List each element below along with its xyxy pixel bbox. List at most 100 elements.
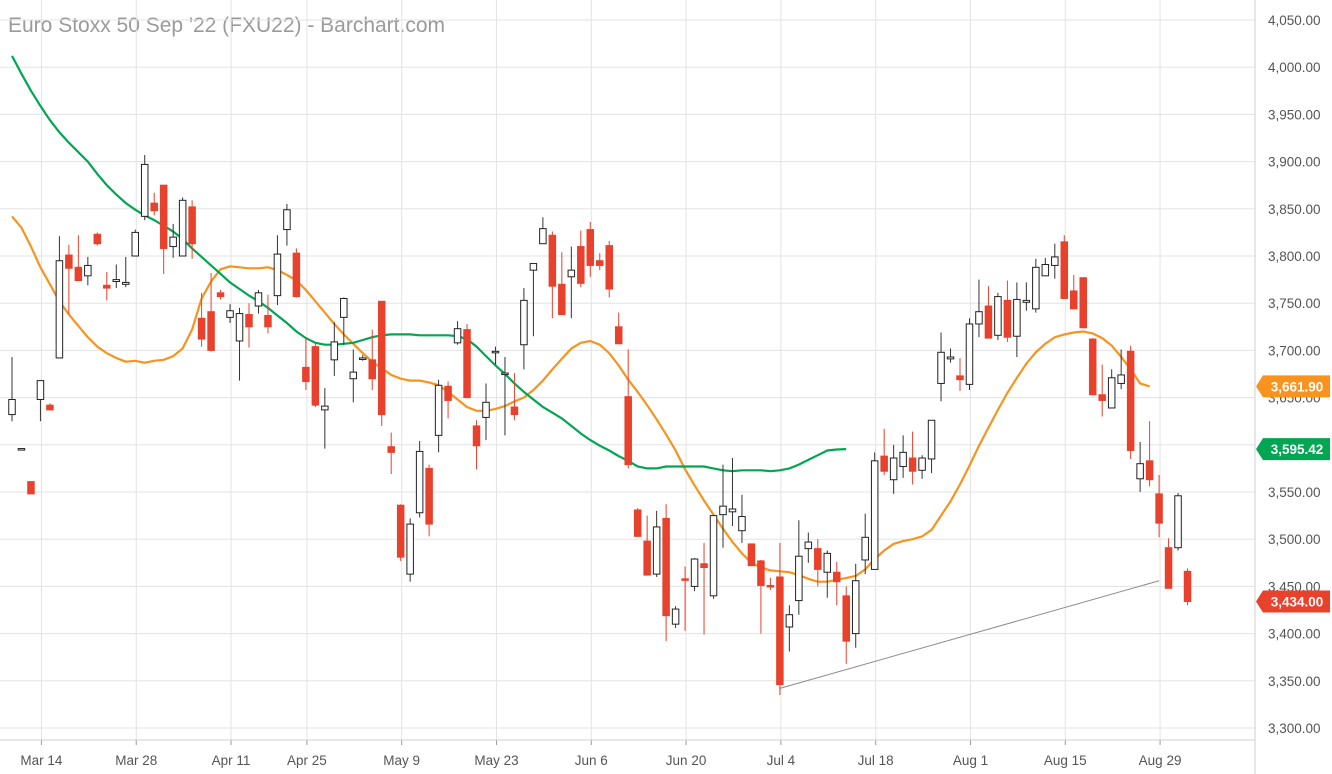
price-tag-shape [1256,375,1330,398]
candle-body [1164,547,1173,589]
x-tick-label: Aug 1 [953,753,988,768]
x-tick-label: Mar 14 [20,753,63,768]
candle-body [178,199,187,257]
candle-body [321,405,329,411]
candle-body [245,314,253,328]
candle-body [131,231,139,257]
y-tick-label: 3,400.00 [1268,627,1321,642]
candle-body [918,457,926,471]
candle-body [93,233,102,245]
candle-body [1098,394,1106,401]
candle-body [8,398,16,416]
candle-body [65,254,73,269]
price-tag-shape [1256,590,1330,613]
candle-body [482,401,490,418]
candle-body [112,279,121,282]
candle-body [84,264,92,277]
x-tick-label: May 23 [474,753,518,768]
candle-body [150,202,158,212]
candle-body [510,406,519,416]
x-tick-label: Apr 25 [287,753,327,768]
candle-body [444,385,452,401]
candle-body [946,356,955,360]
candle-body [1136,463,1144,480]
price-tag: 3,434.00 [1256,590,1330,613]
candle-body [197,317,206,340]
candle-body [1126,350,1135,451]
price-tag: 3,595.42 [1256,438,1330,461]
candle-body [766,584,775,588]
candle-body [880,455,888,472]
candle-body [359,357,367,360]
candle-body [596,260,604,266]
candle-body [984,305,993,339]
candle-body [700,563,708,569]
candle-body [539,228,547,245]
candle-body [785,614,794,628]
candle-body [349,371,358,380]
candle-body [1060,241,1069,299]
candle-body [681,578,689,581]
candle-body [757,560,765,586]
candle-body [577,246,585,284]
candle-body [558,283,566,316]
candle-body [652,526,661,575]
candle-body [292,252,301,298]
candle-body [927,419,936,460]
candle-body [776,576,784,686]
candle-body [633,509,642,537]
candle-body [226,310,234,318]
y-tick-label: 3,800.00 [1268,249,1321,264]
candle-body [311,346,320,406]
candle-body [1041,263,1050,277]
price-tag-shape [1256,438,1330,461]
candle-body [254,292,263,307]
candle-body [169,236,177,248]
price-tag: 3,661.90 [1256,375,1330,398]
candle-body [747,543,756,567]
x-tick-label: May 9 [383,753,420,768]
candle-body [823,552,832,573]
x-tick-label: Jul 4 [767,753,796,768]
candle-body [690,558,699,587]
y-tick-label: 3,350.00 [1268,674,1321,689]
candle-body [235,313,244,342]
x-tick-label: Jul 18 [858,753,894,768]
y-tick-label: 3,750.00 [1268,296,1321,311]
x-tick-label: Aug 15 [1044,753,1087,768]
candle-body [1013,298,1021,337]
candle-body [1088,338,1097,396]
candle-body [795,555,803,602]
candle-body [520,299,528,346]
y-tick-label: 4,000.00 [1268,60,1321,75]
candle-body [842,595,850,642]
candle-body [548,234,557,287]
candle-body [567,269,576,278]
candle-body [103,284,111,289]
candle-body [870,460,879,570]
candle-body [264,314,272,328]
y-tick-label: 3,500.00 [1268,532,1321,547]
candle-body [159,184,168,249]
series-line [11,55,847,473]
candle-body [453,328,462,344]
y-tick-label: 3,300.00 [1268,721,1321,736]
candle-body [377,300,386,416]
x-tick-label: Apr 11 [212,753,251,768]
candle-body [17,448,26,451]
candle-body [1070,290,1078,310]
candle-body [188,206,196,245]
candle-body [501,372,509,376]
candle-body [396,504,405,558]
candle-body [55,260,64,359]
candle-body [643,540,651,576]
candle-body [1155,493,1163,524]
candle-body [889,457,898,481]
candle-body [529,263,538,271]
candle-body [415,450,424,514]
candle-body [709,515,718,597]
candle-body [387,446,395,453]
candle-body [140,163,149,217]
candle-body [586,229,595,266]
